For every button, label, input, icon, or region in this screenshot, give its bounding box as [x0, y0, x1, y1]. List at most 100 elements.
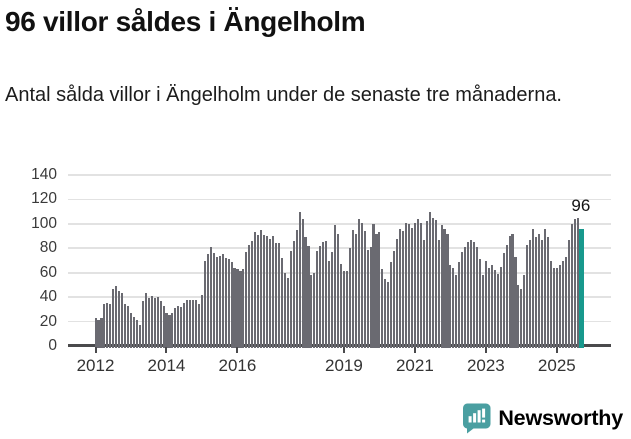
bar	[473, 242, 476, 349]
bar	[165, 313, 168, 349]
bar	[520, 288, 523, 349]
bar	[461, 251, 464, 349]
bar	[546, 237, 550, 349]
bar	[431, 217, 434, 349]
bar	[490, 265, 493, 349]
bar	[372, 223, 375, 349]
latest-value-label: 96	[571, 196, 591, 215]
bar	[396, 238, 399, 349]
bar	[301, 218, 304, 349]
bar	[496, 273, 499, 349]
bar	[567, 239, 570, 349]
x-axis-tick-2023	[484, 346, 487, 353]
bar	[307, 245, 310, 349]
bar	[505, 244, 508, 349]
y-axis-label-0: 0	[48, 337, 57, 354]
gridline-y-60	[68, 271, 611, 274]
bar	[535, 237, 538, 349]
bar	[544, 228, 547, 349]
bar	[195, 299, 198, 349]
bar	[464, 247, 467, 349]
bar	[263, 234, 266, 349]
bar	[357, 218, 360, 349]
bar	[405, 222, 408, 349]
bar	[331, 251, 334, 349]
bar	[393, 250, 396, 349]
bar	[419, 222, 422, 349]
bar	[325, 240, 328, 349]
bar	[94, 317, 97, 349]
bar	[242, 269, 245, 349]
bar	[354, 233, 357, 349]
bar	[280, 258, 283, 349]
chart-subtitle: Antal sålda villor i Ängelholm under de …	[5, 84, 562, 106]
bar	[286, 277, 289, 349]
bar	[121, 293, 124, 349]
bar	[192, 299, 195, 349]
x-axis-label-2025: 2025	[537, 356, 576, 375]
newsworthy-brand: Newsworthy	[463, 403, 623, 434]
gridline-y-20	[68, 320, 611, 323]
bar	[100, 317, 103, 349]
bar	[455, 275, 458, 349]
bar	[437, 239, 440, 349]
bar	[266, 236, 269, 349]
bar	[174, 308, 177, 349]
bar	[328, 260, 331, 349]
bar	[564, 256, 567, 349]
bar	[434, 220, 437, 349]
bar	[499, 266, 502, 349]
bar	[378, 232, 381, 349]
newsworthy-chart-bubble-icon	[463, 403, 491, 434]
highlighted-bar-latest	[579, 228, 585, 349]
bar	[209, 247, 212, 349]
bar	[319, 245, 322, 349]
bar	[470, 239, 473, 349]
x-axis-label-2012: 2012	[76, 356, 115, 375]
bar	[313, 272, 316, 349]
bar	[115, 286, 118, 349]
bar	[106, 303, 109, 349]
bar	[310, 275, 313, 349]
bar	[233, 267, 236, 349]
bar	[289, 250, 292, 349]
gridline-y-140	[68, 174, 611, 176]
bar	[236, 269, 239, 349]
bar	[478, 259, 482, 349]
bar	[224, 258, 227, 349]
bar	[316, 250, 319, 349]
x-axis-label-2016: 2016	[218, 356, 257, 375]
bar	[218, 255, 221, 349]
bar	[467, 242, 470, 349]
bar	[502, 253, 505, 349]
bar	[399, 228, 402, 349]
bar	[186, 299, 189, 349]
bar	[159, 300, 162, 349]
bar	[369, 247, 372, 349]
bar	[183, 303, 186, 349]
bar	[268, 238, 272, 349]
x-axis-label-2021: 2021	[395, 356, 434, 375]
bar	[230, 261, 233, 349]
page-title: 96 villor såldes i Ängelholm	[5, 6, 366, 37]
bar	[351, 229, 354, 349]
bar	[112, 288, 115, 349]
gridline-y-100	[68, 223, 611, 225]
bar	[384, 278, 387, 349]
bar	[407, 223, 411, 349]
brand-name: Newsworthy	[498, 406, 623, 430]
bar	[425, 221, 428, 349]
bar	[532, 228, 535, 349]
x-axis-tick-2019	[342, 346, 345, 353]
y-axis-label-20: 20	[39, 312, 57, 330]
bar	[416, 218, 419, 349]
bar	[440, 225, 443, 349]
bar	[570, 223, 573, 349]
bar	[529, 239, 532, 349]
bar	[274, 243, 277, 349]
bar	[171, 313, 174, 349]
bar	[260, 229, 263, 349]
y-axis-label-60: 60	[39, 263, 57, 281]
